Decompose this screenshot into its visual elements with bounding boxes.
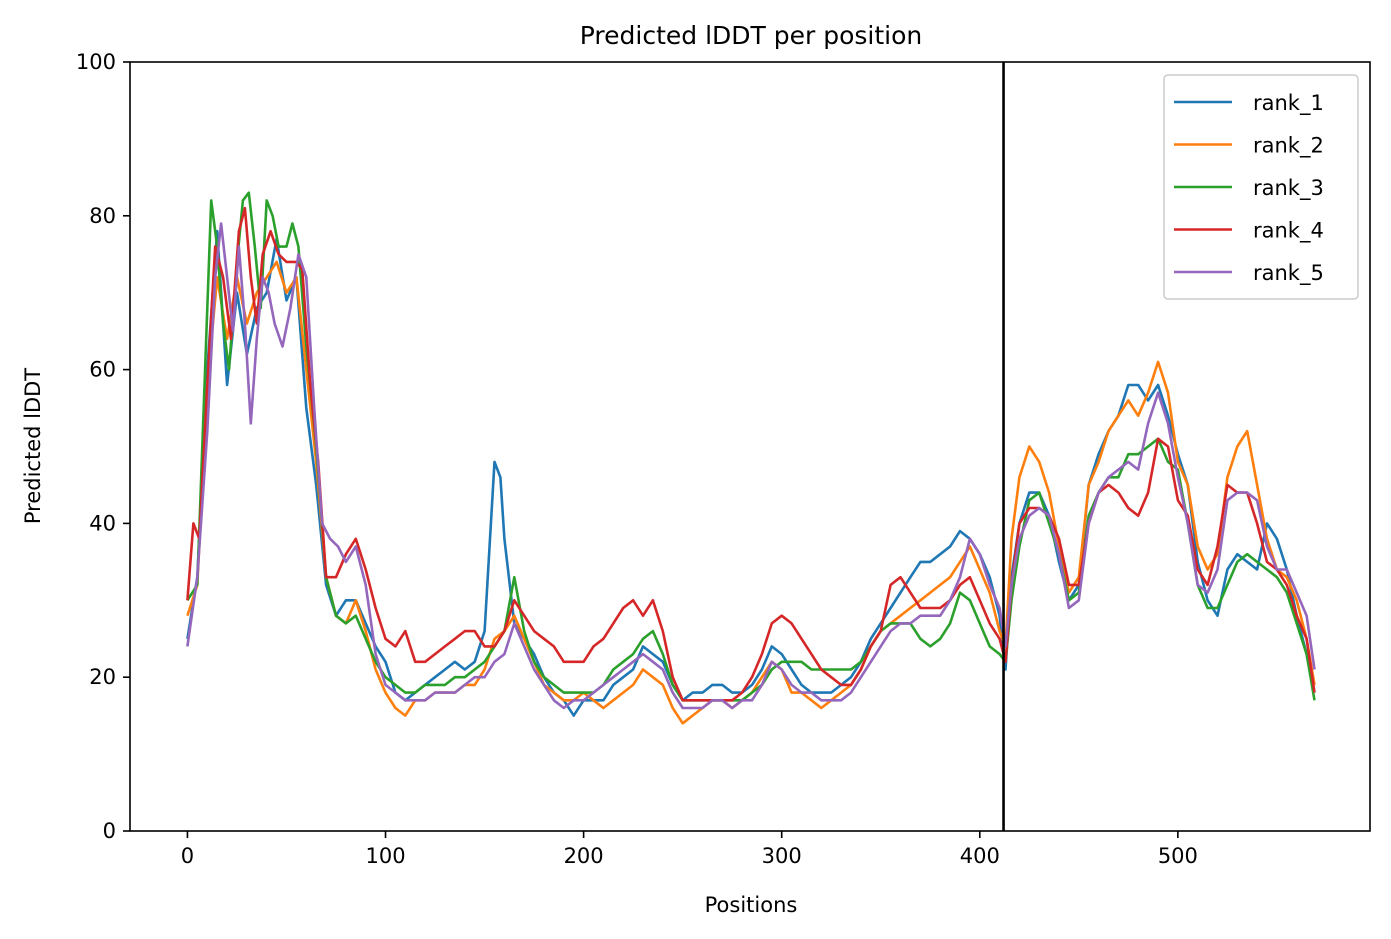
x-axis-label: Positions (705, 893, 798, 917)
y-tick-label: 100 (76, 50, 116, 74)
x-tick-label: 400 (960, 844, 1000, 868)
legend-label-rank-2: rank_2 (1253, 134, 1324, 159)
x-tick-label: 100 (365, 844, 405, 868)
legend: rank_1 rank_2 rank_3 rank_4 rank_5 (1163, 74, 1359, 300)
series-line-rank-4 (186, 206, 1316, 702)
series-line-rank-5 (186, 222, 1316, 710)
y-axis-label: Predicted lDDT (21, 368, 45, 524)
plot-area: 0 100 200 300 400 500 0 20 40 60 80 100 (76, 50, 1371, 868)
series-line-rank-1 (186, 229, 1316, 717)
legend-label-rank-3: rank_3 (1253, 176, 1324, 201)
x-tick-label: 300 (762, 844, 802, 868)
legend-label-rank-4: rank_4 (1253, 219, 1324, 244)
chart-title: Predicted lDDT per position (580, 21, 922, 50)
legend-label-rank-1: rank_1 (1253, 91, 1324, 116)
series-line-rank-2 (186, 260, 1316, 725)
legend-label-rank-5: rank_5 (1253, 261, 1324, 286)
y-tick-label: 60 (89, 358, 116, 382)
legend-box (1163, 74, 1359, 300)
y-tick-label: 40 (89, 511, 116, 535)
y-tick-label: 20 (89, 665, 116, 689)
x-tick-label: 500 (1158, 844, 1198, 868)
y-tick-label: 0 (103, 819, 116, 843)
x-tick-label: 200 (564, 844, 604, 868)
x-tick-label: 0 (181, 844, 194, 868)
axes-frame (129, 61, 1371, 832)
y-tick-label: 80 (89, 204, 116, 228)
